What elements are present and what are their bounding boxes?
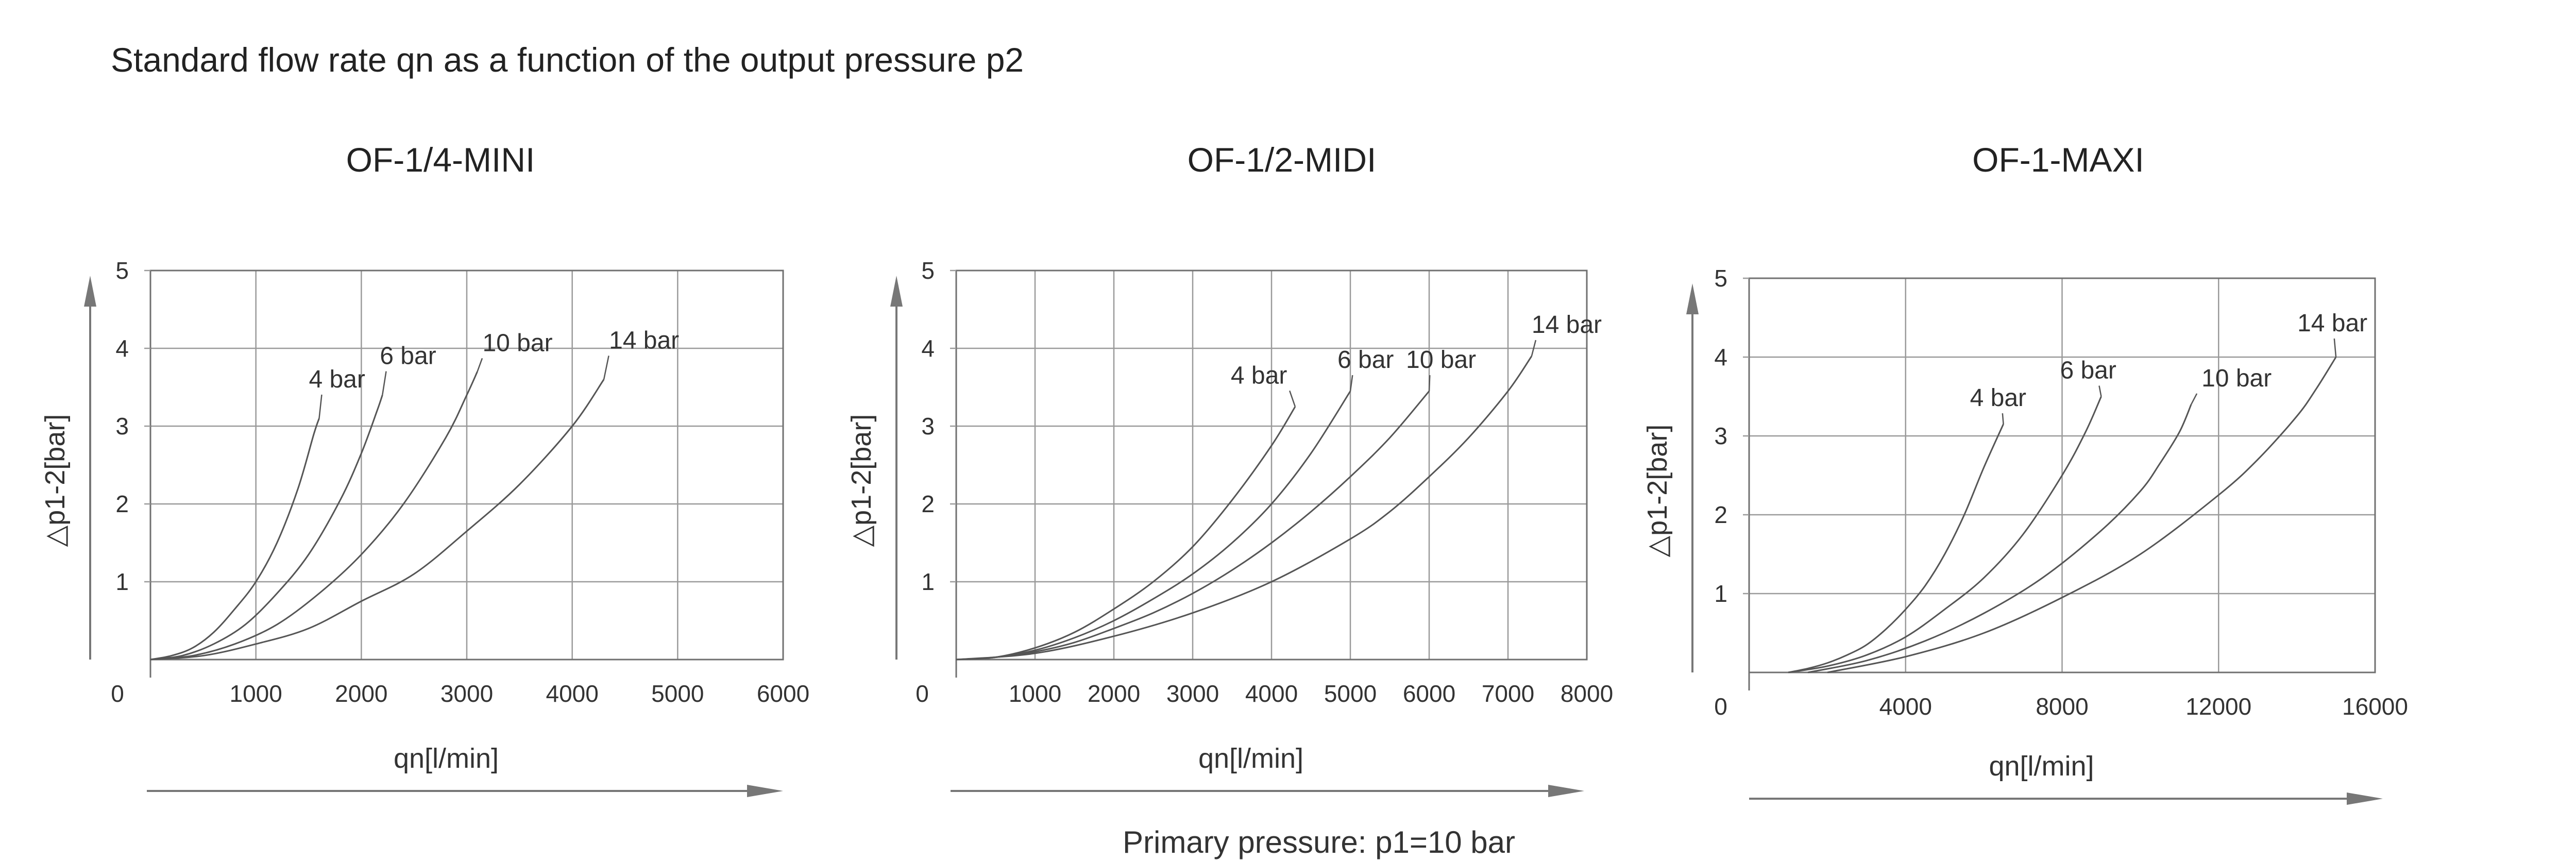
chart-of-1-4-mini: OF-1/4-MINI 1 2 3 4 5 0 1000 2000 3000 4000 5000 600… (40, 141, 809, 797)
y-tick-label: 1 (921, 568, 935, 595)
x-tick-label: 1000 (1009, 680, 1061, 707)
curve-6-bar (1788, 396, 2102, 673)
x-axis-arrowhead (2347, 792, 2383, 805)
primary-pressure-note: Primary pressure: p1=10 bar (1122, 825, 1515, 859)
series-label-14-bar: 14 bar (1532, 311, 1602, 339)
y-tick-label: 4 (921, 335, 935, 362)
y-tick-label: 5 (1714, 265, 1727, 292)
x-tick-label: 4000 (1245, 680, 1298, 707)
x-tick-label: 3000 (440, 680, 493, 707)
x-tick-label: 2000 (335, 680, 387, 707)
x-axis-label: qn[l/min] (394, 743, 499, 774)
y-tick-label: 5 (115, 257, 129, 284)
plot-frame (1748, 277, 2376, 673)
label-leader (477, 358, 483, 372)
series-label-6-bar: 6 bar (1337, 346, 1394, 374)
y-tick-label: 1 (1714, 580, 1727, 607)
series-label-6-bar: 6 bar (2060, 357, 2116, 384)
label-leader (2002, 413, 2004, 425)
x-tick-label: 16000 (2342, 693, 2408, 720)
series-label-10-bar: 10 bar (2201, 365, 2272, 392)
chart-of-1-2-midi: OF-1/2-MIDI 1 2 3 4 5 0 1000 2000 3000 4000 5000 600… (846, 141, 1613, 797)
y-tick-label: 2 (115, 491, 129, 517)
series-label-4-bar: 4 bar (1231, 362, 1287, 389)
label-leader (1531, 340, 1537, 357)
x-tick-label: 7000 (1482, 680, 1534, 707)
curve-10-bar (150, 371, 478, 661)
y-axis-label: △p1-2[bar] (846, 414, 877, 547)
y-axis-arrowhead (890, 276, 903, 307)
y-axis-arrowhead (84, 276, 96, 307)
curve-4-bar (956, 406, 1296, 661)
page-title: Standard flow rate qn as a function of t… (111, 41, 1024, 79)
series-label-10-bar: 10 bar (482, 329, 552, 357)
y-tick-label: 4 (1714, 344, 1727, 370)
y-axis-label: △p1-2[bar] (1642, 425, 1673, 558)
x-axis-arrowhead (1548, 785, 1584, 797)
x-tick-label: 6000 (1403, 680, 1455, 707)
x-tick-label: 8000 (1561, 680, 1613, 707)
chart-title: OF-1/2-MIDI (1188, 141, 1377, 179)
y-tick-label: 5 (921, 257, 935, 284)
curve-14-bar (956, 356, 1533, 661)
series-label-14-bar: 14 bar (2297, 310, 2367, 337)
label-leader (2333, 338, 2337, 358)
label-leader (1349, 375, 1353, 392)
chart-title: OF-1/4-MINI (346, 141, 535, 179)
y-tick-label: 3 (115, 413, 129, 440)
x-tick-label: 4000 (546, 680, 598, 707)
x-tick-label: 3000 (1166, 680, 1219, 707)
x-tick-label: 6000 (757, 680, 809, 707)
series-label-6-bar: 6 bar (380, 343, 436, 370)
y-tick-label: 4 (115, 335, 129, 362)
y-axis-arrowhead (1686, 283, 1699, 314)
chart-of-1-maxi: OF-1-MAXI 1 2 3 4 5 0 4000 8000 12000 16000 △p1-2[b… (1642, 141, 2408, 805)
x-tick-label: 5000 (1324, 680, 1377, 707)
curve-10-bar (956, 391, 1430, 661)
label-leader (1428, 375, 1431, 392)
y-tick-label: 1 (115, 568, 129, 595)
x-tick-label: 8000 (2036, 693, 2088, 720)
label-leader (382, 371, 387, 395)
series-label-14-bar: 14 bar (609, 327, 679, 354)
x-axis-arrowhead (747, 785, 783, 797)
y-tick-label: 3 (1714, 423, 1727, 449)
x-tick-label: 1000 (229, 680, 282, 707)
x-tick-label: 0 (916, 680, 929, 707)
x-axis-label: qn[l/min] (1198, 743, 1303, 774)
label-leader (2190, 393, 2198, 405)
curve-6-bar (956, 391, 1351, 661)
label-leader (318, 394, 323, 419)
x-tick-label: 2000 (1088, 680, 1140, 707)
chart-title: OF-1-MAXI (1972, 141, 2144, 179)
curve-4-bar (1788, 424, 2004, 673)
label-leader (603, 356, 609, 380)
x-tick-label: 5000 (651, 680, 704, 707)
label-leader (2098, 385, 2102, 397)
y-axis-label: △p1-2[bar] (40, 414, 71, 547)
x-tick-label: 0 (1714, 693, 1727, 720)
curve-14-bar (150, 379, 605, 661)
series-label-4-bar: 4 bar (309, 366, 365, 393)
x-tick-label: 12000 (2185, 693, 2251, 720)
x-axis-label: qn[l/min] (1989, 751, 2094, 782)
plot-frame (149, 269, 784, 661)
x-tick-label: 4000 (1879, 693, 1932, 720)
x-tick-label: 0 (111, 680, 124, 707)
y-tick-label: 3 (921, 413, 935, 440)
y-tick-label: 2 (921, 491, 935, 517)
plot-frame (955, 269, 1588, 661)
curve-14-bar (1827, 357, 2337, 673)
curve-10-bar (1807, 404, 2192, 673)
curve-6-bar (150, 395, 383, 661)
label-leader (1289, 390, 1296, 407)
series-label-4-bar: 4 bar (1970, 384, 2026, 412)
curve-4-bar (150, 418, 320, 661)
series-label-10-bar: 10 bar (1406, 346, 1476, 374)
y-tick-label: 2 (1714, 501, 1727, 528)
